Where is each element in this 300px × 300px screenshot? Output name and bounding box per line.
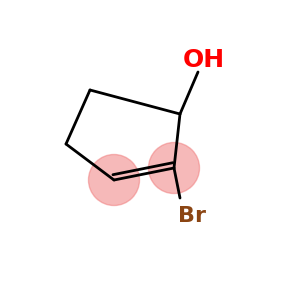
Circle shape (88, 154, 140, 206)
Text: Br: Br (178, 206, 206, 226)
Circle shape (148, 142, 200, 194)
Text: OH: OH (183, 48, 225, 72)
